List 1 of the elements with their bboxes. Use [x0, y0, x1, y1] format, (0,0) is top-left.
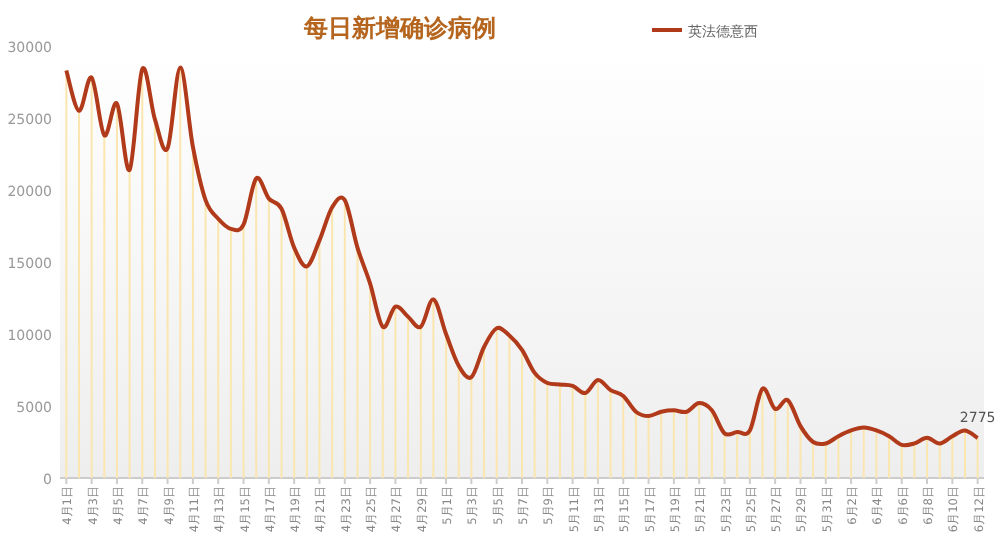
chart-title: 每日新增确诊病例 — [302, 14, 496, 42]
